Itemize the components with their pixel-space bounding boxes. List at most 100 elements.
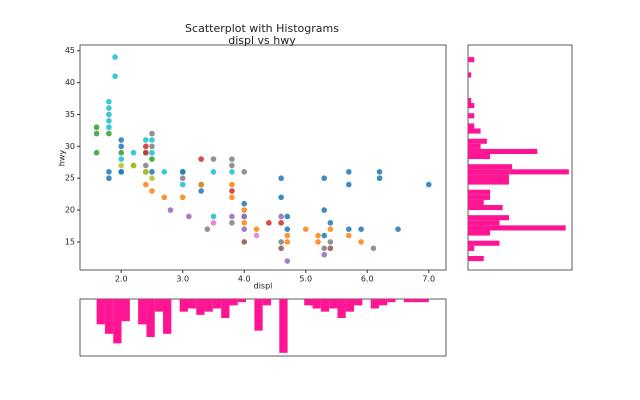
scatter-point (229, 156, 235, 162)
scatter-point (149, 149, 155, 156)
scatter-point (106, 105, 112, 111)
scatter-point (179, 194, 186, 201)
histogram-bar (468, 220, 500, 226)
histogram-bar (370, 299, 379, 309)
scatter-point (149, 156, 155, 162)
histogram-bar (468, 113, 475, 119)
histogram-bar (254, 299, 263, 331)
histogram-bar (420, 299, 429, 303)
scatter-point (395, 226, 401, 233)
x-tick-label: 2.0 (115, 275, 128, 284)
scatter-point (106, 175, 112, 182)
scatter-point (143, 181, 149, 188)
scatter-point (278, 239, 284, 245)
scatter-point (149, 188, 155, 194)
scatter-point (321, 232, 328, 239)
scatter-point (241, 169, 248, 175)
y-axis-label: hwy (58, 150, 67, 167)
scatter-point (106, 124, 112, 131)
histogram-bar (345, 299, 355, 312)
y-tick-label: 30 (65, 142, 75, 151)
scatter-point (376, 169, 383, 175)
histogram-bar (279, 299, 288, 353)
scatter-point (327, 245, 334, 252)
scatter-point (118, 143, 125, 150)
scatter-point (198, 188, 204, 194)
scatter-point (229, 220, 235, 226)
histogram-bar (468, 225, 566, 231)
histogram-bar (196, 299, 205, 315)
scatter-point (210, 156, 217, 162)
scatter-point (376, 175, 383, 182)
y-tick-label: 25 (65, 174, 75, 183)
scatter-point (118, 169, 125, 175)
histogram-bar (163, 299, 172, 334)
x-tick-label: 6.0 (361, 275, 374, 284)
scatter-point (346, 226, 352, 233)
histogram-bar (468, 174, 509, 180)
scatter-point (179, 175, 186, 182)
histogram-bar (378, 299, 388, 306)
histogram-bar (468, 97, 472, 104)
scatter-point (118, 156, 125, 162)
scatter-point (186, 213, 192, 220)
histogram-bar (237, 299, 247, 303)
scatter-point (118, 137, 125, 143)
scatter-point (284, 258, 291, 264)
scatter-point (198, 156, 204, 162)
scatter-point (278, 175, 284, 182)
scatter-point (321, 207, 328, 213)
histogram-bar (179, 299, 188, 312)
scatter-point (118, 162, 125, 169)
histogram-bar (468, 57, 475, 63)
scatter-point (278, 194, 284, 201)
histogram-bar (468, 148, 538, 154)
histogram-bar (154, 299, 164, 312)
x-tick-label: 5.0 (299, 275, 312, 284)
scatter-point (346, 232, 352, 239)
histogram-bar (138, 299, 147, 325)
histogram-bar (468, 179, 509, 185)
scatter-point (149, 143, 155, 150)
scatter-point (284, 226, 291, 233)
histogram-bar (354, 299, 363, 306)
scatter-point (241, 226, 248, 233)
histogram-bar (468, 169, 569, 175)
scatter-point (210, 169, 217, 175)
scatter-point (284, 213, 291, 220)
scatter-point (93, 149, 100, 156)
scatter-point (241, 207, 248, 213)
scatter-point (229, 188, 235, 194)
histogram-bar (96, 299, 105, 325)
y-tick-label: 45 (65, 46, 75, 55)
histogram-bar (468, 245, 475, 251)
axes-frame (79, 44, 447, 271)
scatter-point (93, 130, 100, 137)
scatter-point (210, 220, 217, 226)
scatter-point (93, 124, 100, 131)
histogram-bar (329, 299, 338, 309)
scatter-point (266, 220, 272, 226)
histogram-bar (468, 138, 487, 144)
scatter-point (161, 169, 168, 175)
scatter-point (130, 162, 137, 169)
histogram-bar (403, 299, 413, 303)
histogram-bar (387, 299, 396, 303)
scatter-point (143, 169, 149, 175)
y-tick-label: 40 (65, 78, 75, 87)
scatter-point (143, 143, 149, 150)
scatter-point (358, 239, 364, 245)
histogram-bar (320, 299, 330, 312)
chart-subtitle: displ vs hwy (228, 34, 296, 47)
scatter-point (370, 245, 377, 252)
histogram-bar (104, 299, 114, 334)
histogram-bar (468, 215, 509, 221)
scatter-point (204, 226, 211, 233)
scatter-point (179, 181, 186, 188)
histogram-bar (468, 255, 484, 262)
scatter-point (425, 181, 432, 188)
histogram-bar (204, 299, 213, 312)
scatter-point (149, 169, 155, 175)
histogram-bar (221, 299, 230, 318)
